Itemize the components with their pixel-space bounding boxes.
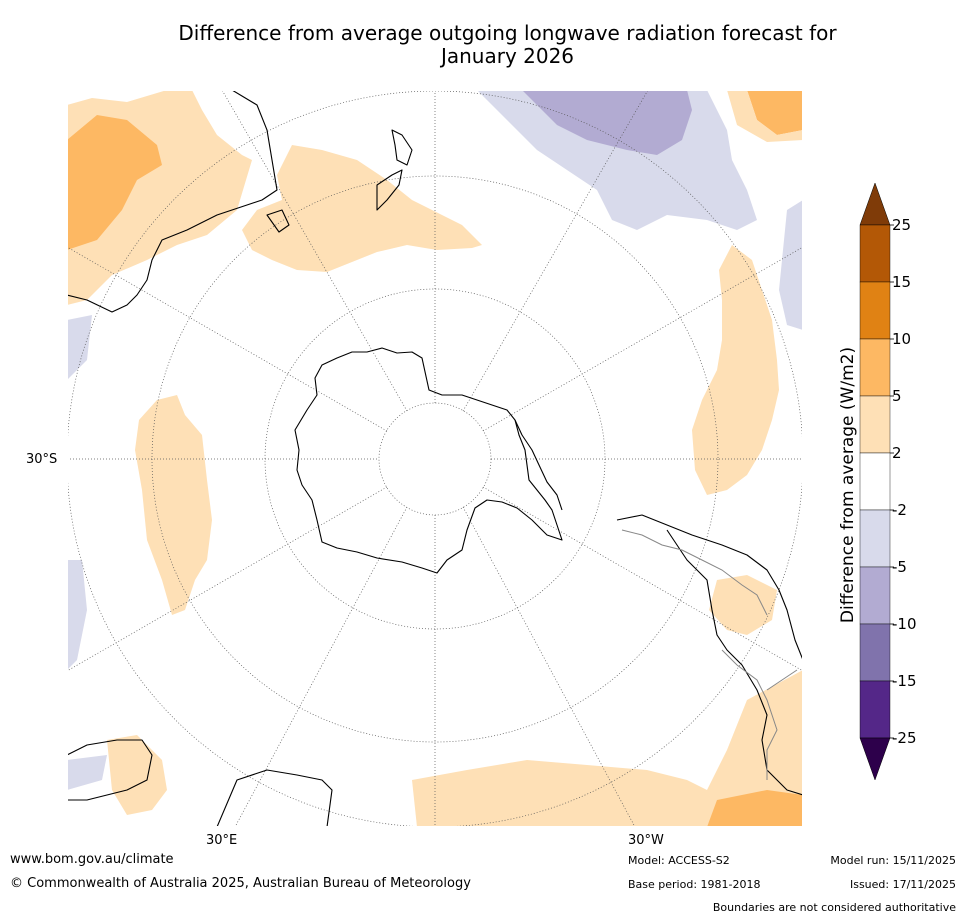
chart-title: Difference from average outgoing longwav… — [100, 22, 915, 68]
coastline-new-zealand-south — [376, 169, 403, 211]
negative-anomaly-areas — [67, 90, 803, 790]
colorbar-tick-label: 15 — [892, 273, 911, 291]
anomaly-area-indian-negative — [67, 755, 107, 790]
colorbar-swatch — [859, 623, 891, 682]
title-line-2: January 2026 — [440, 44, 575, 68]
colorbar-tick-label: 5 — [892, 387, 902, 405]
anomaly-area-atlantic-south-negative — [67, 560, 87, 670]
colorbar-tick-label: -5 — [892, 558, 907, 576]
colorbar-label: Difference from average (W/m2) — [838, 346, 858, 624]
colorbar: 25 15 10 5 2 -2 -5 -10 -15 -25 — [859, 182, 917, 780]
meridian-30w — [462, 506, 636, 827]
colorbar-swatch — [859, 395, 891, 454]
coastline-antarctica — [294, 347, 563, 574]
coastline-antarctic-peninsula — [514, 419, 563, 511]
model-run-date: Model run: 15/11/2025 — [830, 854, 956, 867]
coastline-new-zealand-north — [391, 129, 413, 166]
positive-anomaly-areas — [67, 90, 803, 827]
boundary-andes-north — [621, 529, 768, 616]
colorbar-swatch — [859, 680, 891, 739]
colorbar-tick-label: -2 — [892, 501, 907, 519]
coastline-tasmania — [266, 209, 290, 233]
anomaly-area-pacific-negative-core — [522, 90, 692, 155]
colorbar-swatch — [859, 509, 891, 568]
model-name: Model: ACCESS-S2 — [628, 854, 730, 867]
boundary-brazil — [766, 669, 798, 691]
colorbar-swatch — [859, 338, 891, 397]
colorbar-ticks: 25 15 10 5 2 -2 -5 -10 -15 -25 — [890, 216, 917, 747]
website-link[interactable]: www.bom.gov.au/climate — [10, 852, 174, 867]
coastline-africa-south — [67, 739, 153, 801]
title-line-1: Difference from average outgoing longwav… — [178, 21, 837, 45]
colorbar-tick-label: 2 — [892, 444, 902, 462]
colorbar-arrow-bottom — [859, 737, 891, 780]
anomaly-area-south-pacific — [692, 245, 779, 495]
longitude-label-30w: 30°W — [628, 833, 664, 848]
anomaly-area-brazil-core — [707, 790, 803, 827]
colorbar-swatch — [859, 452, 891, 511]
coastline-australia-south — [216, 769, 333, 827]
anomaly-area-brazil — [687, 670, 803, 827]
anomaly-area-indian-ocean — [412, 760, 717, 827]
meridian-30e — [234, 506, 408, 827]
colorbar-tick-label: -15 — [892, 672, 917, 690]
latitude-label-30s: 30°S — [26, 452, 58, 467]
anomaly-area-pacific-north-rim — [727, 90, 803, 142]
colorbar-swatch — [859, 566, 891, 625]
boundary-andes-south — [721, 649, 778, 780]
colorbar-tick-label: -10 — [892, 615, 917, 633]
base-period: Base period: 1981-2018 — [628, 878, 761, 891]
map-frame — [67, 90, 803, 827]
anomaly-area-africa-core — [67, 115, 162, 250]
colorbar-tick-label: -25 — [892, 729, 917, 747]
anomaly-area-atlantic-west-negative — [67, 315, 92, 380]
issued-date: Issued: 17/11/2025 — [849, 878, 956, 891]
longitude-label-30e: 30°E — [206, 833, 238, 848]
colorbar-swatches — [859, 182, 891, 780]
colorbar-swatch — [859, 224, 891, 283]
boundaries-disclaimer: Boundaries are not considered authoritat… — [712, 901, 956, 914]
graticule — [67, 90, 803, 827]
colorbar-swatch — [859, 281, 891, 340]
copyright-text: © Commonwealth of Australia 2025, Austra… — [10, 876, 471, 891]
political-boundaries — [621, 529, 798, 780]
anomaly-area-south-america-east — [709, 575, 777, 635]
anomaly-area-tasman — [242, 145, 482, 272]
coastlines — [67, 90, 803, 827]
polar-map — [67, 90, 803, 827]
colorbar-arrow-top — [859, 182, 891, 226]
colorbar-tick-label: 10 — [892, 330, 911, 348]
anomaly-area-pacific-north — [747, 90, 803, 135]
anomaly-area-east-pacific-negative — [779, 200, 803, 330]
coastline-south-america — [616, 514, 803, 661]
anomaly-area-south-atlantic — [135, 395, 212, 615]
coastline-south-america-inner — [666, 529, 803, 796]
coastline-australia-east — [67, 90, 278, 313]
colorbar-tick-label: 25 — [892, 216, 911, 234]
